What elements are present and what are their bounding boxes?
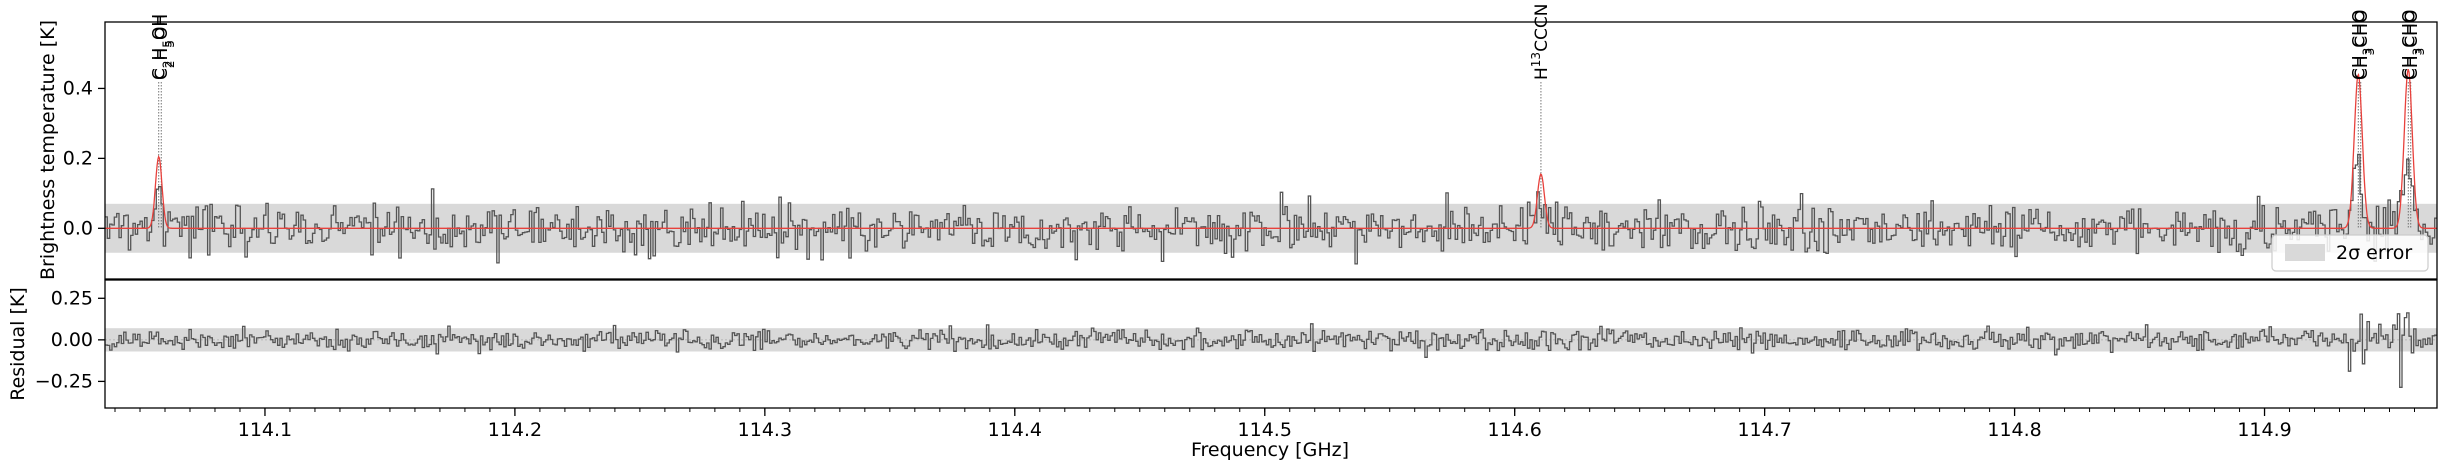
spectrum-panel-frame [104,21,2438,280]
x-tick-label: 114.1 [238,419,292,441]
spectrum-y-axis: 0.0 0.2 0.4 [63,77,105,239]
line-id-labels: C2H5OHC2H5OHH13CCCNCH3CHOCH3CHOCH3CHOCH3… [150,4,2427,80]
line-id-label: CH3CHO [2402,10,2427,80]
line-id-label: C2H5OH [152,14,177,80]
model-spectrum-line [105,69,2437,229]
x-tick-label: 114.2 [488,419,542,441]
spectrum-y-label: Brightness temperature [K] [37,20,59,280]
x-axis-label: Frequency [GHz] [1191,439,1349,461]
residual-y-axis: 0.25 0.00 −0.25 [35,287,105,392]
y-tick-label: 0.4 [63,77,93,99]
legend: 2σ error [2271,234,2429,272]
line-id-label: CH3CHO [2349,10,2374,80]
y-tick-label: −0.25 [35,370,93,392]
residual-panel-frame [104,279,2438,409]
frequency-x-axis: 114.1 114.2 114.3 114.4 114.5 114.6 114.7 114.8… [114,408,2416,441]
residual-panel: 0.250.00−0.25 114.1 114.2 114.3 114.4 114.5 1… [7,279,2438,461]
y-tick-label: 0.0 [63,217,93,239]
x-tick-label: 114.7 [1737,419,1791,441]
x-tick-label: 114.3 [738,419,792,441]
x-tick-label: 114.9 [2237,419,2291,441]
x-tick-label: 114.8 [1987,419,2041,441]
legend-label: 2σ error [2336,242,2412,264]
y-tick-label: 0.00 [51,329,93,351]
line-id-label: H13CCCN [1529,4,1552,80]
residual-y-label: Residual [K] [7,287,29,401]
spectrum-panel: 0.00.20.4 C2H5OHC2H5OHH13CCCNCH3CHOCH3CH… [37,4,2438,280]
x-tick-label: 114.6 [1487,419,1541,441]
x-tick-label: 114.4 [988,419,1042,441]
x-tick-label: 114.5 [1238,419,1292,441]
line-id-label: CH3CHO [2352,10,2377,80]
legend-swatch [2285,244,2325,261]
residual-line [105,312,2437,388]
line-id-label: CH3CHO [2399,10,2424,80]
observed-spectrum-line [105,153,2437,265]
line-id-label: C2H5OH [150,14,175,80]
y-tick-label: 0.2 [63,147,93,169]
y-tick-label: 0.25 [51,287,93,309]
